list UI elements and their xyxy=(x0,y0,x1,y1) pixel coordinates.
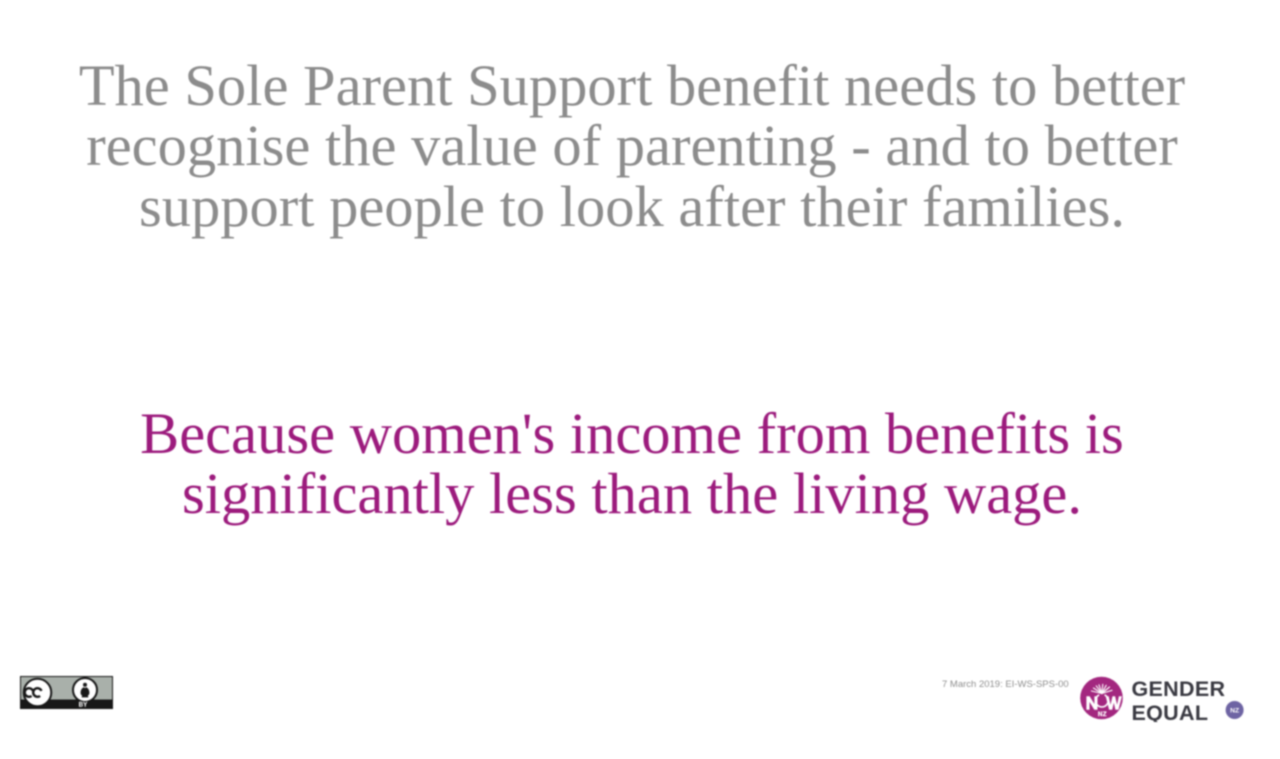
svg-text:NZ: NZ xyxy=(1230,708,1239,715)
svg-text:EQUAL: EQUAL xyxy=(1132,701,1209,722)
svg-text:GENDER: GENDER xyxy=(1132,677,1226,701)
